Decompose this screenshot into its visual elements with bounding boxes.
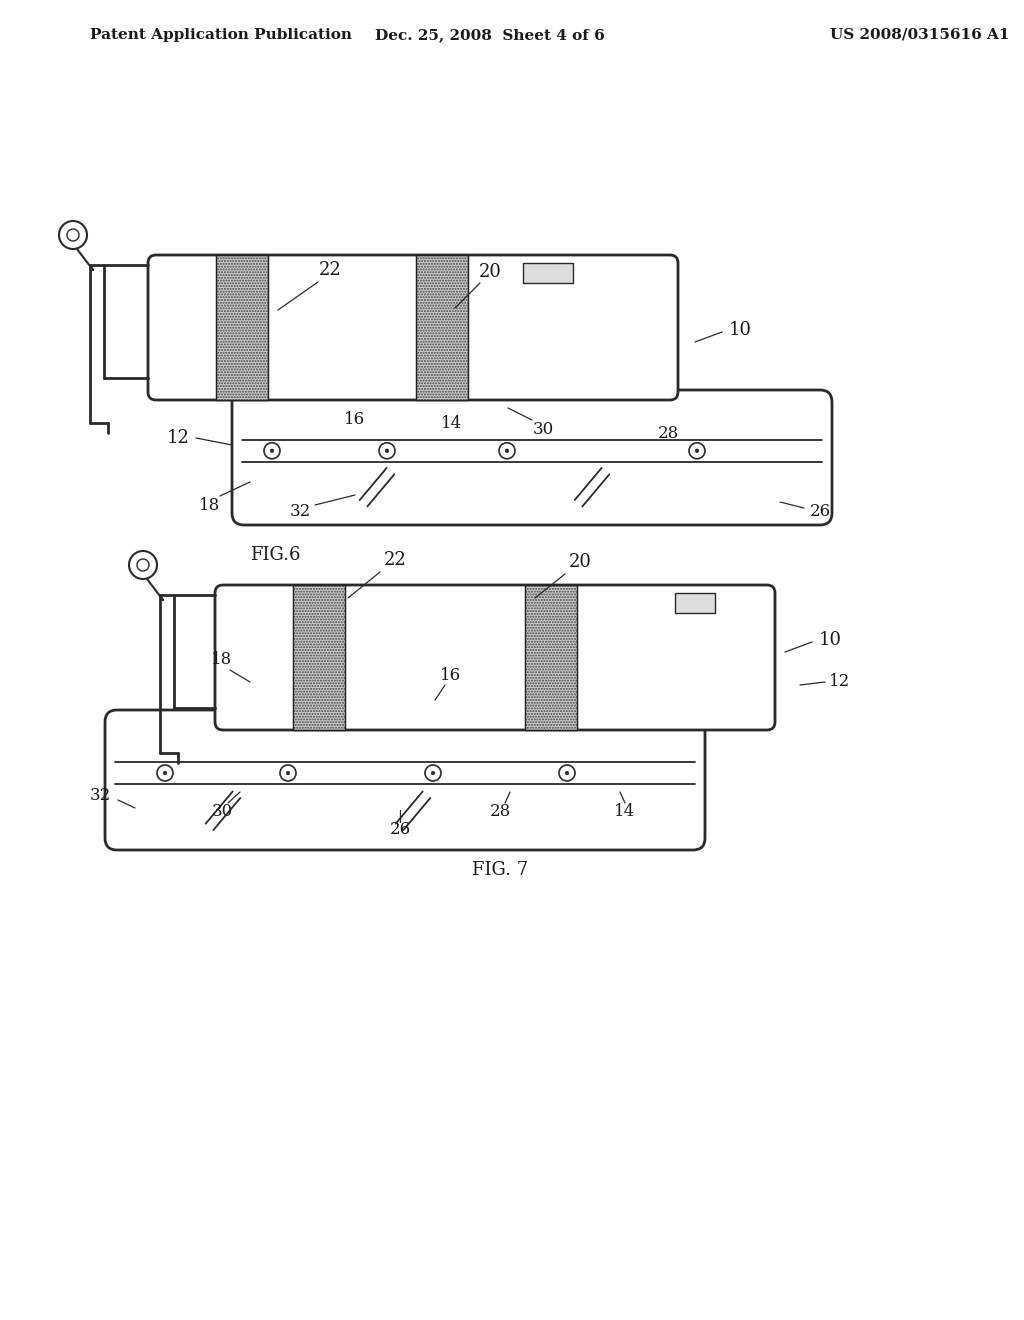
Circle shape [270, 449, 273, 453]
Bar [416, 255, 468, 400]
Text: FIG.6: FIG.6 [250, 546, 300, 564]
Circle shape [379, 442, 395, 459]
Circle shape [385, 449, 389, 453]
Text: 22: 22 [384, 550, 407, 569]
Circle shape [695, 449, 698, 453]
Circle shape [559, 766, 575, 781]
Text: Dec. 25, 2008  Sheet 4 of 6: Dec. 25, 2008 Sheet 4 of 6 [375, 28, 605, 42]
Text: 28: 28 [489, 804, 511, 821]
Text: 32: 32 [89, 787, 111, 804]
Bar [525, 585, 577, 730]
Bar [293, 585, 345, 730]
Bar [525, 585, 577, 730]
Circle shape [67, 228, 79, 242]
Text: 26: 26 [389, 821, 411, 838]
FancyBboxPatch shape [232, 389, 831, 525]
Text: US 2008/0315616 A1: US 2008/0315616 A1 [830, 28, 1010, 42]
Circle shape [59, 220, 87, 249]
Circle shape [499, 442, 515, 459]
Text: 20: 20 [478, 263, 502, 281]
FancyBboxPatch shape [215, 585, 775, 730]
Circle shape [163, 771, 167, 775]
Circle shape [157, 766, 173, 781]
Text: 14: 14 [614, 804, 636, 821]
Text: Patent Application Publication: Patent Application Publication [90, 28, 352, 42]
Text: 12: 12 [829, 673, 851, 690]
Text: 28: 28 [657, 425, 679, 441]
Text: FIG. 7: FIG. 7 [472, 861, 528, 879]
Text: 16: 16 [439, 667, 461, 684]
Text: 22: 22 [318, 261, 341, 279]
Circle shape [264, 442, 280, 459]
FancyBboxPatch shape [148, 255, 678, 400]
Bar [416, 255, 468, 400]
Text: 14: 14 [441, 414, 463, 432]
Bar [216, 255, 268, 400]
Text: 10: 10 [728, 321, 752, 339]
Circle shape [137, 558, 150, 572]
Circle shape [287, 771, 290, 775]
Text: 30: 30 [532, 421, 554, 438]
Circle shape [431, 771, 435, 775]
Bar [293, 585, 345, 730]
Text: 18: 18 [211, 652, 232, 668]
Circle shape [505, 449, 509, 453]
Bar [216, 255, 268, 400]
Circle shape [565, 771, 568, 775]
Text: 12: 12 [167, 429, 189, 447]
Text: 30: 30 [211, 804, 232, 821]
Text: 32: 32 [290, 503, 310, 520]
Circle shape [689, 442, 705, 459]
Bar [523, 263, 573, 282]
Text: 16: 16 [344, 412, 366, 429]
Bar [675, 593, 715, 612]
Circle shape [280, 766, 296, 781]
FancyBboxPatch shape [105, 710, 705, 850]
Circle shape [425, 766, 441, 781]
Text: 20: 20 [568, 553, 592, 572]
Text: 26: 26 [809, 503, 830, 520]
Text: 10: 10 [818, 631, 842, 649]
Circle shape [129, 550, 157, 579]
Text: 18: 18 [200, 496, 220, 513]
